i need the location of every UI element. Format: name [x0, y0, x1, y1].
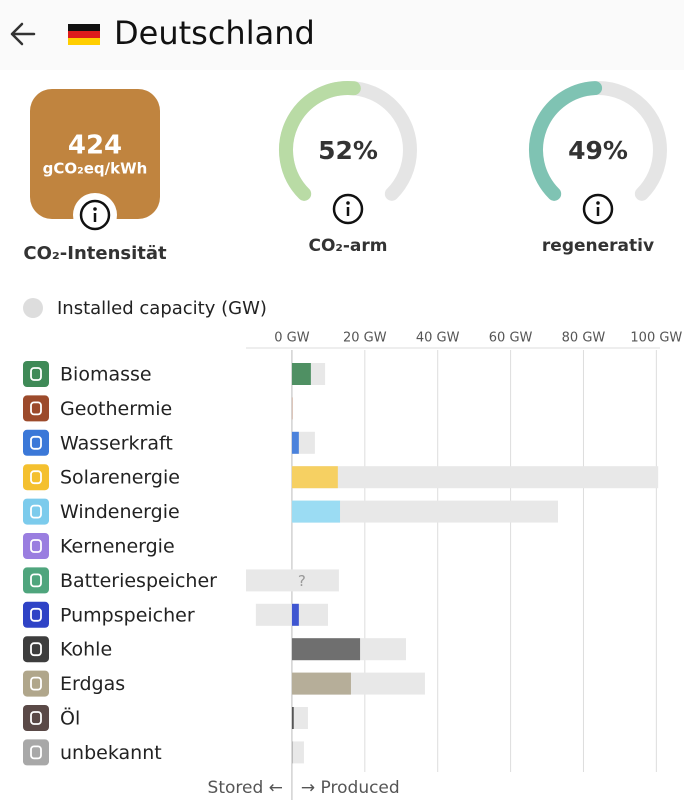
category-icon: [23, 395, 49, 421]
category-icon: [23, 636, 49, 662]
category-label: unbekannt: [60, 742, 162, 764]
category-label: Erdgas: [60, 673, 125, 695]
flag: [68, 24, 100, 45]
production-bar: [292, 432, 299, 454]
x-tick-label: 0 GW: [274, 331, 309, 346]
toggle[interactable]: [23, 298, 43, 318]
capacity-bar: [292, 707, 308, 729]
info-dot: [596, 201, 600, 205]
capacity-bar: [292, 741, 304, 763]
x-tick-label: 80 GW: [562, 331, 606, 346]
category-icon: [23, 567, 49, 593]
intensity-value: 424: [68, 131, 122, 161]
production-bar: [292, 741, 293, 763]
production-bar: [292, 501, 340, 523]
gauge-value: 52%: [318, 136, 378, 165]
info-icon[interactable]: [73, 193, 117, 237]
category-label: Pumpspeicher: [60, 604, 195, 626]
production-bar: [292, 466, 338, 488]
x-tick-label: 40 GW: [416, 331, 460, 346]
footer-left: Stored ←: [208, 778, 283, 798]
category-icon: [23, 602, 49, 628]
capacity-bar: [246, 569, 339, 591]
production-bar: [292, 363, 311, 385]
category-label: Kohle: [60, 639, 112, 661]
gauge-label: regenerativ: [542, 236, 654, 256]
production-bar: [292, 638, 360, 660]
category-icon: [23, 430, 49, 456]
category-label: Geothermie: [60, 398, 172, 420]
category-icon: [23, 533, 49, 559]
intensity-label: CO₂-Intensität: [23, 243, 167, 264]
category-icon: [23, 671, 49, 697]
category-icon: [23, 464, 49, 490]
category-label: Batteriespeicher: [60, 570, 217, 592]
category-label: Öl: [60, 707, 80, 730]
category-label: Biomasse: [60, 364, 152, 386]
info-dot: [346, 201, 350, 205]
category-label: Solarenergie: [60, 467, 180, 489]
gauge-value: 49%: [568, 136, 628, 165]
footer-right: → Produced: [301, 778, 400, 798]
header-bg: [0, 0, 684, 70]
gauge-label: CO₂-arm: [309, 236, 388, 256]
category-label: Wasserkraft: [60, 432, 173, 454]
category-icon: [23, 499, 49, 525]
toggle-label: Installed capacity (GW): [57, 298, 267, 319]
intensity-unit: gCO₂eq/kWh: [43, 160, 148, 178]
category-icon: [23, 361, 49, 387]
category-icon: [23, 739, 49, 765]
capacity-bar: [292, 466, 658, 488]
category-label: Windenergie: [60, 501, 180, 523]
value-label: ?: [298, 572, 306, 590]
x-tick-label: 60 GW: [489, 331, 533, 346]
x-tick-label: 100 GW: [630, 331, 682, 346]
x-tick-label: 20 GW: [343, 331, 387, 346]
production-bar: [292, 604, 299, 626]
category-label: Kernenergie: [60, 536, 175, 558]
country-title: Deutschland: [114, 14, 315, 52]
production-bar: [292, 673, 351, 695]
category-icon: [23, 705, 49, 731]
production-bar: [292, 707, 294, 729]
